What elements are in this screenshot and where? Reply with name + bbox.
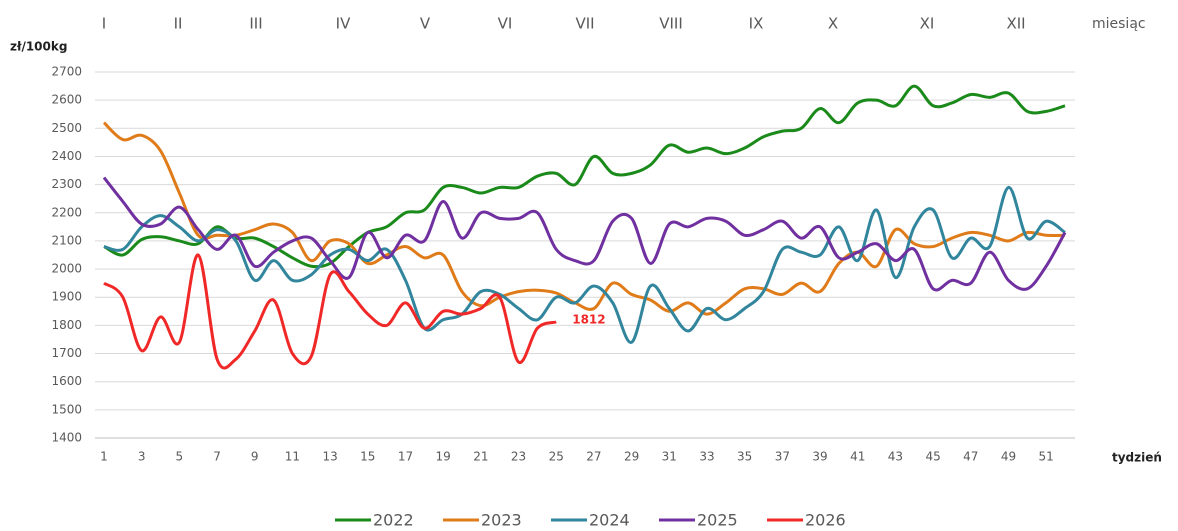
month-label: IV [336,15,351,33]
x-tick-label: 29 [624,450,639,464]
y-tick-label: 1400 [51,431,82,445]
month-label: III [249,15,262,33]
month-label: VI [498,15,513,33]
y-tick-label: 1800 [51,318,82,332]
month-axis-label: miesiąc [1092,16,1146,32]
y-tick-label: 1700 [51,346,82,360]
x-tick-label: 15 [360,450,375,464]
x-tick-label: 17 [398,450,413,464]
x-tick-label: 43 [888,450,903,464]
y-tick-label: 2100 [51,233,82,247]
y-tick-label: 1600 [51,374,82,388]
month-label: VII [575,15,594,33]
x-tick-label: 19 [436,450,451,464]
x-tick-label: 3 [138,450,146,464]
x-tick-label: 45 [925,450,940,464]
legend-label: 2025 [697,511,738,530]
x-tick-label: 11 [285,450,300,464]
y-tick-label: 2300 [51,177,82,191]
month-label: XI [920,15,935,33]
x-tick-label: 9 [251,450,259,464]
y-tick-label: 2000 [51,262,82,276]
x-tick-label: 13 [322,450,337,464]
month-label: IX [749,15,764,33]
x-tick-label: 41 [850,450,865,464]
x-tick-label: 33 [699,450,714,464]
x-tick-label: 25 [549,450,564,464]
x-tick-label: 51 [1039,450,1054,464]
series-line [102,176,1067,292]
y-axis-label: zł/100kg [10,40,67,54]
x-tick-label: 7 [213,450,221,464]
x-tick-label: 1 [100,450,108,464]
legend-label: 2023 [481,511,522,530]
month-label: I [102,15,106,33]
month-label: X [828,15,838,33]
y-tick-label: 2400 [51,149,82,163]
x-tick-label: 37 [775,450,790,464]
y-tick-label: 2700 [51,65,82,79]
legend-label: 2026 [805,511,846,530]
x-tick-label: 23 [511,450,526,464]
series-line [102,121,1066,316]
legend-label: 2022 [373,511,414,530]
data-label: 1812 [572,313,605,327]
month-label: V [420,15,431,33]
y-tick-label: 1500 [51,402,82,416]
series-line [103,253,557,370]
x-tick-label: 35 [737,450,752,464]
x-tick-label: 49 [1001,450,1016,464]
x-tick-label: 27 [586,450,601,464]
x-axis-label: tydzień [1112,451,1162,465]
y-tick-label: 2200 [51,205,82,219]
y-tick-label: 2500 [51,121,82,135]
x-tick-label: 5 [176,450,184,464]
y-tick-label: 2600 [51,93,82,107]
x-tick-label: 39 [812,450,827,464]
x-tick-label: 47 [963,450,978,464]
month-label: VIII [659,15,683,33]
month-label: II [174,15,183,33]
x-tick-label: 21 [473,450,488,464]
x-tick-label: 31 [662,450,677,464]
month-label: XII [1006,15,1025,33]
series-line [103,84,1066,269]
y-tick-label: 1900 [51,290,82,304]
legend-label: 2024 [589,511,630,530]
